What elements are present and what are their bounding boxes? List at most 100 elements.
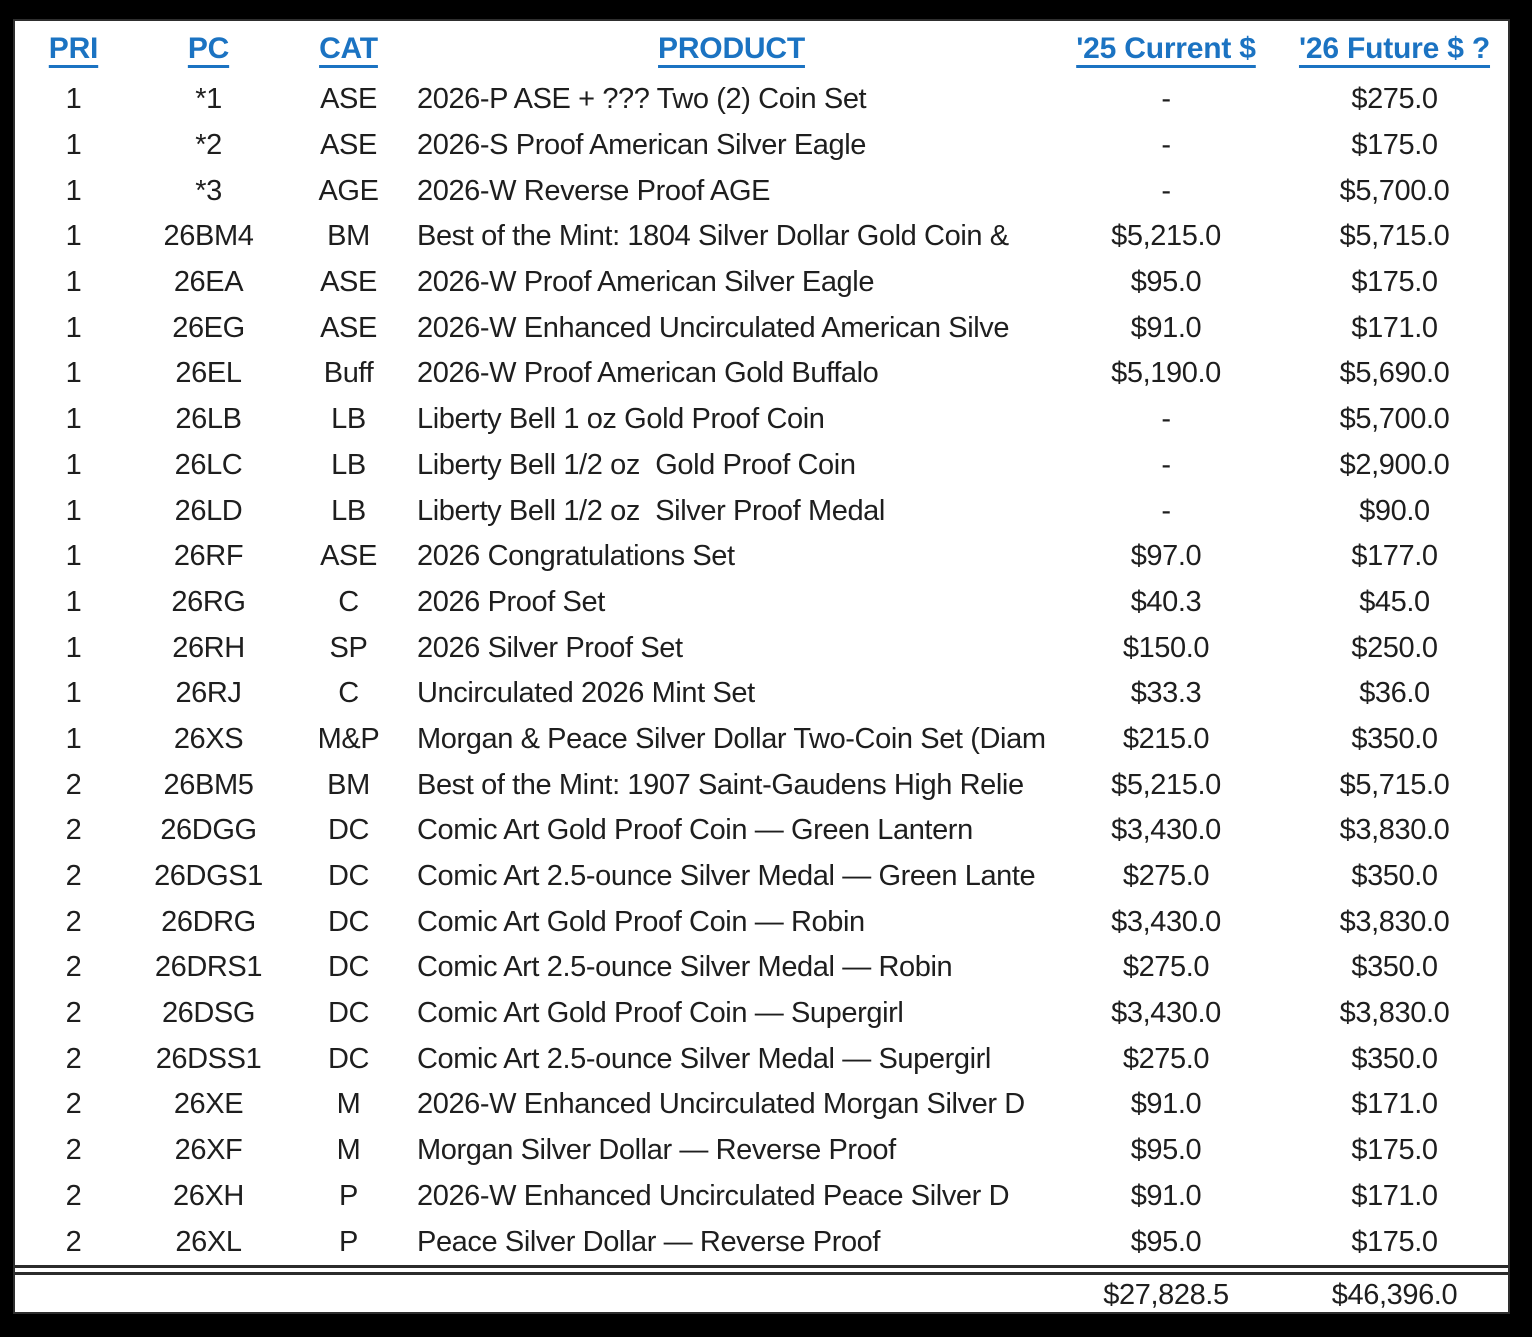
cat-cell: LB bbox=[331, 494, 366, 527]
cat-cell: BM bbox=[327, 768, 370, 801]
table-row: 1 26EL Buff 2026-W Proof American Gold B… bbox=[15, 351, 1508, 397]
totals-divider bbox=[15, 1264, 1508, 1275]
table-row: 2 26DSS1 DC Comic Art 2.5-ounce Silver M… bbox=[15, 1036, 1508, 1082]
pc-cell: 26LC bbox=[174, 448, 243, 481]
future-price-cell: $2,900.0 bbox=[1339, 448, 1450, 481]
pri-cell: 2 bbox=[65, 1134, 82, 1167]
product-cell: Best of the Mint: 1907 Saint-Gaudens Hig… bbox=[417, 768, 1024, 801]
current-price-cell: - bbox=[1161, 494, 1171, 527]
current-price-cell: $3,430.0 bbox=[1111, 905, 1221, 938]
header-pc: PC bbox=[187, 32, 230, 65]
pc-cell: 26EG bbox=[172, 311, 245, 344]
cat-cell: C bbox=[338, 585, 359, 618]
future-price-cell: $3,830.0 bbox=[1339, 814, 1450, 847]
pc-cell: 26DSG bbox=[161, 997, 256, 1030]
future-price-cell: $5,690.0 bbox=[1339, 357, 1450, 390]
current-price-cell: $91.0 bbox=[1130, 311, 1202, 344]
pri-cell: 1 bbox=[65, 83, 82, 116]
future-price-cell: $177.0 bbox=[1351, 540, 1438, 573]
future-price-cell: $171.0 bbox=[1351, 311, 1438, 344]
cat-cell: ASE bbox=[320, 266, 377, 299]
pc-cell: 26EA bbox=[173, 266, 244, 299]
pc-cell: 26XS bbox=[173, 722, 244, 755]
product-cell: 2026 Proof Set bbox=[417, 585, 605, 618]
cat-cell: ASE bbox=[320, 311, 377, 344]
pc-cell: *1 bbox=[195, 83, 222, 116]
future-price-cell: $45.0 bbox=[1359, 585, 1430, 618]
product-cell: 2026-W Enhanced Uncirculated Morgan Silv… bbox=[417, 1088, 1025, 1121]
table-row: 1 *2 ASE 2026-S Proof American Silver Ea… bbox=[15, 123, 1508, 169]
current-price-cell: - bbox=[1161, 129, 1171, 162]
future-price-cell: $275.0 bbox=[1351, 83, 1438, 116]
cat-cell: P bbox=[339, 1179, 358, 1212]
pc-cell: 26RH bbox=[172, 631, 245, 664]
product-cell: 2026-W Reverse Proof AGE bbox=[417, 174, 771, 207]
future-price-cell: $5,715.0 bbox=[1339, 768, 1450, 801]
pri-cell: 1 bbox=[65, 266, 82, 299]
table-row: 2 26XE M 2026-W Enhanced Uncirculated Mo… bbox=[15, 1082, 1508, 1128]
pri-cell: 1 bbox=[65, 722, 82, 755]
future-price-cell: $36.0 bbox=[1359, 677, 1430, 710]
cat-cell: DC bbox=[327, 951, 370, 984]
table-row: 2 26DSG DC Comic Art Gold Proof Coin — S… bbox=[15, 991, 1508, 1037]
pc-cell: 26RJ bbox=[175, 677, 242, 710]
future-price-cell: $3,830.0 bbox=[1339, 905, 1450, 938]
cat-cell: ASE bbox=[320, 540, 377, 573]
product-cell: 2026-W Proof American Silver Eagle bbox=[417, 266, 875, 299]
current-price-cell: $5,190.0 bbox=[1111, 357, 1221, 390]
product-cell: Uncirculated 2026 Mint Set bbox=[417, 677, 755, 710]
future-price-cell: $350.0 bbox=[1351, 951, 1438, 984]
pri-cell: 2 bbox=[65, 1179, 82, 1212]
pc-cell: 26BM4 bbox=[163, 220, 254, 253]
product-cell: 2026 Congratulations Set bbox=[417, 540, 735, 573]
product-cell: 2026-P ASE + ??? Two (2) Coin Set bbox=[417, 83, 867, 116]
pc-cell: 26EL bbox=[175, 357, 242, 390]
current-price-cell: $150.0 bbox=[1122, 631, 1210, 664]
table-body: 1 *1 ASE 2026-P ASE + ??? Two (2) Coin S… bbox=[15, 77, 1508, 1265]
current-price-cell: $40.3 bbox=[1130, 585, 1202, 618]
total-current-value: $27,828.5 bbox=[1103, 1278, 1229, 1311]
table-row: 1 26XS M&P Morgan & Peace Silver Dollar … bbox=[15, 717, 1508, 763]
cat-cell: P bbox=[339, 1225, 358, 1258]
current-price-cell: $97.0 bbox=[1130, 540, 1202, 573]
current-price-cell: $275.0 bbox=[1122, 860, 1210, 893]
current-price-cell: $91.0 bbox=[1130, 1179, 1202, 1212]
current-price-cell: - bbox=[1161, 83, 1171, 116]
future-price-cell: $350.0 bbox=[1351, 722, 1438, 755]
pc-cell: 26XH bbox=[173, 1179, 244, 1212]
cat-cell: LB bbox=[331, 403, 366, 436]
pri-cell: 1 bbox=[65, 311, 82, 344]
current-price-cell: $215.0 bbox=[1122, 722, 1210, 755]
product-cell: Comic Art 2.5-ounce Silver Medal — Robin bbox=[417, 951, 953, 984]
pri-cell: 2 bbox=[65, 1042, 82, 1075]
pc-cell: 26LB bbox=[175, 403, 242, 436]
future-price-cell: $175.0 bbox=[1351, 266, 1438, 299]
pri-cell: 2 bbox=[65, 951, 82, 984]
pc-cell: 26RG bbox=[171, 585, 246, 618]
cat-cell: BM bbox=[327, 220, 370, 253]
current-price-cell: $5,215.0 bbox=[1111, 220, 1221, 253]
product-cell: Peace Silver Dollar — Reverse Proof bbox=[417, 1225, 881, 1258]
pc-cell: 26BM5 bbox=[163, 768, 254, 801]
future-price-cell: $171.0 bbox=[1351, 1179, 1438, 1212]
total-future-value: $46,396.0 bbox=[1331, 1278, 1458, 1311]
table-row: 2 26XL P Peace Silver Dollar — Reverse P… bbox=[15, 1219, 1508, 1265]
current-price-cell: $91.0 bbox=[1130, 1088, 1202, 1121]
table-row: 1 26RF ASE 2026 Congratulations Set $97.… bbox=[15, 534, 1508, 580]
table-row: 1 26RJ C Uncirculated 2026 Mint Set $33.… bbox=[15, 671, 1508, 717]
pri-cell: 1 bbox=[65, 631, 82, 664]
pc-cell: 26DSS1 bbox=[155, 1042, 262, 1075]
current-price-cell: - bbox=[1161, 403, 1171, 436]
pri-cell: 2 bbox=[65, 905, 82, 938]
cat-cell: ASE bbox=[320, 83, 377, 116]
pri-cell: 1 bbox=[65, 220, 82, 253]
current-price-cell: $5,215.0 bbox=[1111, 768, 1221, 801]
cat-cell: DC bbox=[327, 1042, 370, 1075]
current-price-cell: $3,430.0 bbox=[1111, 814, 1221, 847]
cat-cell: M bbox=[336, 1134, 361, 1167]
pri-cell: 2 bbox=[65, 1225, 82, 1258]
pc-cell: 26DRS1 bbox=[154, 951, 263, 984]
pri-cell: 1 bbox=[65, 448, 82, 481]
pri-cell: 1 bbox=[65, 403, 82, 436]
cat-cell: M&P bbox=[317, 722, 380, 755]
